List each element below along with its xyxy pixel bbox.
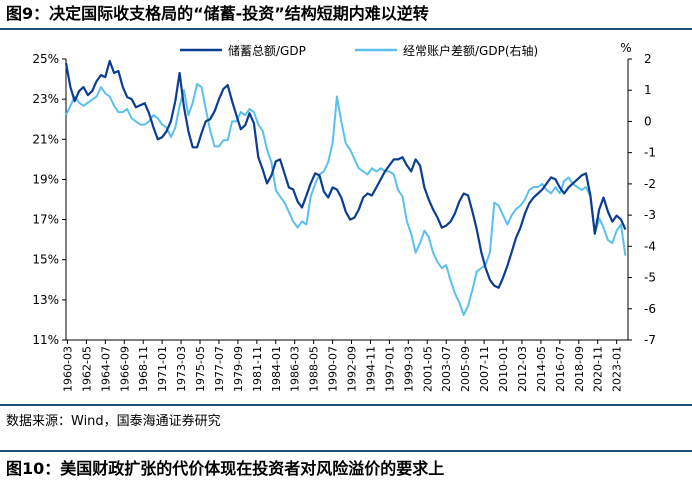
right-tick-label: 2 [644, 52, 652, 66]
left-tick-label: 21% [32, 132, 59, 146]
series-line-current-account [65, 83, 627, 316]
x-tick-label: 1981-11 [251, 346, 264, 392]
next-figure-divider [0, 450, 692, 452]
left-tick-label: 25% [32, 52, 59, 66]
x-tick-label: 2023-01 [611, 346, 624, 392]
right-tick-label: -4 [644, 239, 656, 253]
x-tick-label: 2014-05 [535, 346, 548, 392]
x-tick-label: 1990-07 [327, 346, 340, 392]
x-tick-label: 1997-01 [383, 346, 396, 392]
x-tick-label: 1975-05 [194, 346, 207, 392]
series-line-saving [64, 59, 627, 289]
x-tick-label: 1962-05 [80, 346, 93, 392]
x-tick-label: 1968-11 [137, 346, 150, 392]
x-tick-label: 2016-07 [554, 346, 567, 392]
x-tick-label: 2003-07 [440, 346, 453, 392]
right-tick-label: -5 [644, 271, 656, 285]
x-tick-label: 2001-05 [421, 346, 434, 392]
x-tick-label: 2010-01 [497, 346, 510, 392]
x-tick-label: 2005-09 [459, 346, 472, 392]
left-tick-label: 17% [32, 213, 59, 227]
legend-label-current-account: 经常账户差额/GDP(右轴) [403, 43, 538, 58]
x-tick-label: 1979-09 [232, 346, 245, 392]
series-layer [64, 59, 627, 316]
x-tick-label: 1984-01 [270, 346, 283, 392]
right-tick-label: -7 [644, 333, 656, 347]
x-tick-label: 1960-03 [61, 346, 74, 392]
right-tick-label: -3 [644, 208, 656, 222]
legend: 储蓄总额/GDP 经常账户差额/GDP(右轴) [180, 43, 538, 58]
x-tick-label: 1964-07 [99, 346, 112, 392]
source-note: 数据来源：Wind，国泰海通证券研究 [6, 414, 221, 429]
x-axis-ticks: 1960-03 1962-05 1964-07 1966-09 1968-11 1971-… [61, 340, 624, 392]
x-tick-label: 1971-01 [156, 346, 169, 392]
x-tick-label: 2007-11 [478, 346, 491, 392]
x-tick-label: 1986-03 [289, 346, 302, 392]
right-tick-label: 0 [644, 114, 652, 128]
x-tick-label: 2012-03 [516, 346, 529, 392]
right-axis-ticks: 2 1 0 -1 -2 -3 -4 -5 -6 -7 [628, 52, 656, 347]
right-tick-label: -1 [644, 146, 656, 160]
left-tick-label: 23% [32, 92, 59, 106]
x-tick-label: 1994-11 [364, 346, 377, 392]
source-divider [0, 404, 692, 406]
right-tick-label: -6 [644, 302, 656, 316]
x-tick-label: 1988-05 [308, 346, 321, 392]
left-tick-label: 19% [32, 172, 59, 186]
x-tick-label: 1973-03 [175, 346, 188, 392]
next-figure-title: 图10：美国财政扩张的代价体现在投资者对风险溢价的要求上 [6, 459, 445, 478]
x-tick-label: 2020-11 [592, 346, 605, 392]
left-tick-label: 15% [32, 253, 59, 267]
right-tick-label: 1 [644, 83, 652, 97]
right-tick-label: -2 [644, 177, 656, 191]
x-tick-label: 1992-09 [346, 346, 359, 392]
x-tick-label: 2018-09 [573, 346, 586, 392]
axes [65, 59, 629, 341]
x-tick-label: 1999-03 [402, 346, 415, 392]
left-axis-ticks: 25% 23% 21% 19% 17% 15% 13% 11% [32, 52, 66, 347]
left-tick-label: 13% [32, 293, 59, 307]
right-axis-unit: % [620, 41, 631, 55]
legend-label-saving: 储蓄总额/GDP [228, 43, 306, 58]
figure-title: 图9：决定国际收支格局的“储蓄-投资”结构短期内难以逆转 [6, 4, 429, 23]
x-tick-label: 1977-07 [213, 346, 226, 392]
chart: 储蓄总额/GDP 经常账户差额/GDP(右轴) % 25% 23% 21% 19% 17… [32, 41, 656, 392]
header-divider [0, 28, 692, 30]
left-tick-label: 11% [32, 333, 59, 347]
x-tick-label: 1966-09 [118, 346, 131, 392]
